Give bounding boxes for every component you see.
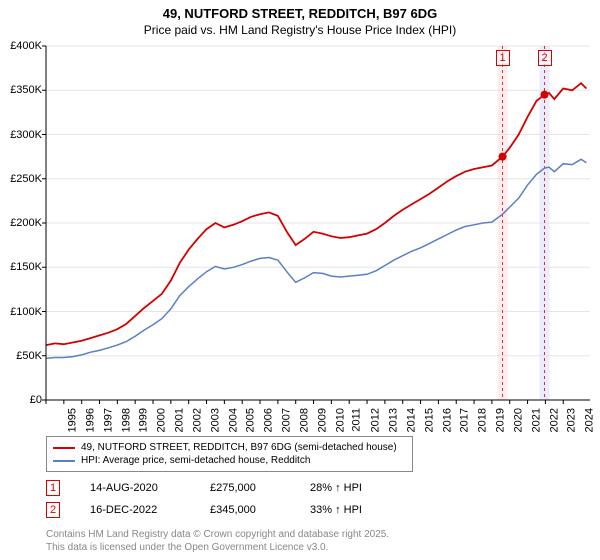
x-tick-label: 2021 xyxy=(530,408,542,432)
x-tick-label: 1998 xyxy=(120,408,132,432)
marker-delta-2: 33% ↑ HPI xyxy=(310,504,362,516)
x-tick-label: 2006 xyxy=(263,408,275,432)
chart-plot-area xyxy=(46,46,590,400)
chart-container: 49, NUTFORD STREET, REDDITCH, B97 6DG Pr… xyxy=(0,0,600,560)
x-tick-label: 2019 xyxy=(495,408,507,432)
marker-badge-2: 2 xyxy=(46,502,60,518)
marker-row-1: 1 14-AUG-2020 £275,000 28% ↑ HPI xyxy=(46,480,362,496)
x-tick-label: 2020 xyxy=(512,408,524,432)
x-tick-label: 2017 xyxy=(459,408,471,432)
x-tick-label: 2005 xyxy=(245,408,257,432)
legend-label-2: HPI: Average price, semi-detached house,… xyxy=(81,455,310,466)
chart-title: 49, NUTFORD STREET, REDDITCH, B97 6DG xyxy=(0,0,600,21)
x-tick-label: 2013 xyxy=(388,408,400,432)
y-tick-label: £300K xyxy=(2,129,42,141)
legend-row-1: 49, NUTFORD STREET, REDDITCH, B97 6DG (s… xyxy=(53,441,406,454)
x-tick-label: 2015 xyxy=(423,408,435,432)
legend-row-2: HPI: Average price, semi-detached house,… xyxy=(53,454,406,467)
marker-price-2: £345,000 xyxy=(210,504,310,516)
x-tick-label: 2016 xyxy=(441,408,453,432)
copyright-line1: Contains HM Land Registry data © Crown c… xyxy=(46,528,389,541)
x-tick-label: 1996 xyxy=(84,408,96,432)
y-tick-label: £400K xyxy=(2,40,42,52)
x-tick-label: 2008 xyxy=(298,408,310,432)
marker-date-2: 16-DEC-2022 xyxy=(90,504,210,516)
x-tick-label: 2003 xyxy=(209,408,221,432)
copyright-text: Contains HM Land Registry data © Crown c… xyxy=(46,528,389,554)
y-tick-label: £150K xyxy=(2,261,42,273)
x-tick-label: 1995 xyxy=(66,408,78,432)
x-tick-label: 1999 xyxy=(138,408,150,432)
y-tick-label: £0 xyxy=(2,394,42,406)
x-tick-label: 2018 xyxy=(477,408,489,432)
x-tick-label: 2001 xyxy=(174,408,186,432)
marker-row-2: 2 16-DEC-2022 £345,000 33% ↑ HPI xyxy=(46,502,362,518)
marker-delta-1: 28% ↑ HPI xyxy=(310,482,362,494)
x-tick-label: 2010 xyxy=(334,408,346,432)
marker-date-1: 14-AUG-2020 xyxy=(90,482,210,494)
x-tick-label: 2011 xyxy=(351,408,363,432)
y-tick-label: £50K xyxy=(2,350,42,362)
x-tick-label: 2009 xyxy=(316,408,328,432)
x-tick-label: 2004 xyxy=(227,408,239,432)
marker-badge-1: 1 xyxy=(46,480,60,496)
copyright-line2: This data is licensed under the Open Gov… xyxy=(46,541,389,554)
callout-badge: 1 xyxy=(496,50,510,66)
x-tick-label: 1997 xyxy=(102,408,114,432)
marker-price-1: £275,000 xyxy=(210,482,310,494)
legend-label-1: 49, NUTFORD STREET, REDDITCH, B97 6DG (s… xyxy=(81,442,397,453)
x-tick-label: 2002 xyxy=(191,408,203,432)
x-tick-label: 2007 xyxy=(281,408,293,432)
legend-box: 49, NUTFORD STREET, REDDITCH, B97 6DG (s… xyxy=(46,436,413,472)
y-tick-label: £350K xyxy=(2,84,42,96)
x-tick-label: 2022 xyxy=(548,408,560,432)
legend-swatch-2 xyxy=(53,460,75,462)
x-tick-label: 2014 xyxy=(405,408,417,432)
chart-subtitle: Price paid vs. HM Land Registry's House … xyxy=(0,21,600,41)
legend-swatch-1 xyxy=(53,447,75,449)
y-tick-label: £250K xyxy=(2,173,42,185)
callout-badge: 2 xyxy=(538,50,552,66)
y-tick-label: £100K xyxy=(2,306,42,318)
y-tick-label: £200K xyxy=(2,217,42,229)
x-tick-label: 2023 xyxy=(566,408,578,432)
chart-svg xyxy=(46,46,590,400)
x-tick-label: 2012 xyxy=(370,408,382,432)
x-tick-label: 2024 xyxy=(584,408,596,432)
x-tick-label: 2000 xyxy=(156,408,168,432)
